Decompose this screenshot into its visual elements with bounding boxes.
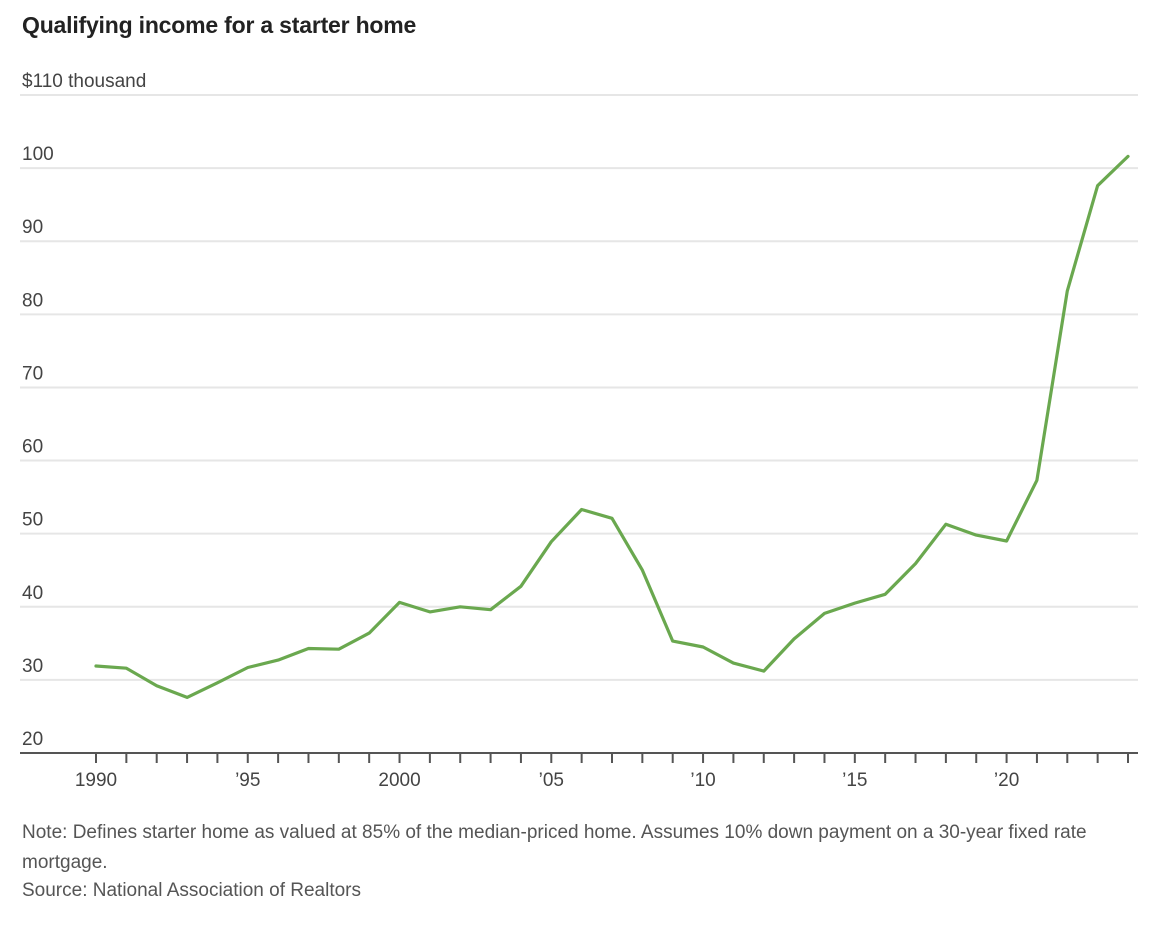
series-line-0: [94, 154, 1130, 699]
x-axis-ticks: 1990 ’95 2000 ’05 ’10 ’15 ’20: [75, 753, 1129, 791]
chart-source: Source: National Association of Realtors: [22, 880, 362, 901]
y-axis-labels: 20 30 40 50 60 70 80 90 100 $110 thousand: [22, 71, 146, 750]
x-tick-label-2005: ’05: [539, 770, 564, 791]
x-tick-label-2010: ’10: [690, 770, 715, 791]
y-tick-label-100: 100: [22, 144, 54, 165]
x-tick-label-2015: ’15: [842, 770, 867, 791]
x-tick-label-1995: ’95: [235, 770, 260, 791]
y-tick-label-40: 40: [22, 583, 43, 604]
y-tick-label-20: 20: [22, 729, 43, 750]
y-tick-label-50: 50: [22, 510, 43, 531]
chart-note: Note: Defines starter home as valued at …: [22, 822, 1087, 873]
x-tick-label-2000: 2000: [378, 770, 420, 791]
x-tick-label-1990: 1990: [75, 770, 117, 791]
y-tick-label-90: 90: [22, 217, 43, 238]
x-tick-label-2020: ’20: [994, 770, 1019, 791]
line-chart: 20 30 40 50 60 70 80 90 100 $110 thousand 1990 ’95…: [20, 71, 1138, 791]
y-tick-label-30: 30: [22, 656, 43, 677]
y-tick-label-60: 60: [22, 437, 43, 458]
y-tick-label-70: 70: [22, 363, 43, 384]
gridlines: [20, 94, 1138, 681]
chart-title: Qualifying income for a starter home: [22, 12, 417, 38]
series-layer: [94, 154, 1130, 699]
y-tick-label-80: 80: [22, 290, 43, 311]
y-tick-label-110: $110 thousand: [22, 71, 146, 92]
